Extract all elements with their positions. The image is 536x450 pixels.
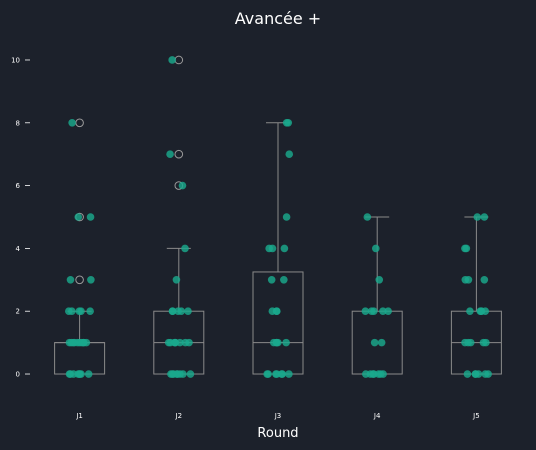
- data-point: [384, 307, 392, 316]
- outlier-marker: [174, 149, 184, 159]
- data-point: [370, 338, 379, 347]
- data-point: [171, 338, 180, 347]
- data-point: [272, 338, 281, 347]
- data-point: [74, 213, 83, 221]
- data-point: [172, 276, 181, 284]
- data-point: [168, 307, 177, 316]
- x-tick-label: J3: [274, 412, 282, 420]
- data-point: [66, 276, 75, 284]
- y-tick-label: 10: [11, 56, 20, 64]
- data-point: [168, 56, 176, 64]
- data-point: [480, 276, 489, 284]
- data-point: [168, 370, 177, 378]
- data-point: [75, 307, 84, 316]
- data-point: [268, 244, 277, 253]
- data-point: [184, 307, 192, 316]
- x-axis-label: Round: [257, 426, 298, 441]
- data-point: [87, 276, 95, 284]
- data-point: [375, 276, 384, 284]
- data-point: [272, 370, 280, 378]
- data-point: [68, 118, 76, 127]
- data-point: [280, 276, 288, 284]
- data-point: [370, 307, 378, 316]
- data-point: [282, 338, 290, 347]
- data-point: [277, 370, 286, 378]
- data-point: [461, 276, 470, 284]
- data-point: [482, 338, 490, 347]
- data-point: [366, 370, 375, 378]
- data-point: [363, 213, 372, 221]
- chart-title: Avancée +: [235, 9, 321, 28]
- boxes-layer: [54, 55, 502, 375]
- outlier-marker: [75, 275, 84, 285]
- data-point: [471, 370, 480, 378]
- outlier-marker: [174, 55, 184, 65]
- data-point: [166, 150, 174, 158]
- y-tick-label: 2: [16, 308, 20, 316]
- data-point: [186, 370, 195, 378]
- x-tick-label: J4: [373, 412, 381, 420]
- box-iqr: [252, 271, 304, 375]
- data-point: [461, 244, 469, 253]
- data-point: [177, 307, 186, 316]
- y-tick-label: 0: [16, 371, 20, 379]
- box-iqr: [54, 342, 106, 375]
- data-point: [263, 370, 271, 378]
- y-tick-label: 4: [16, 245, 21, 253]
- outlier-marker: [75, 118, 84, 128]
- data-point: [464, 338, 472, 347]
- data-point: [65, 307, 73, 316]
- x-tick-label: J1: [75, 412, 83, 420]
- data-point: [86, 213, 95, 221]
- data-point: [361, 307, 370, 316]
- data-point: [268, 307, 277, 316]
- y-tick-label: 6: [16, 182, 21, 190]
- data-point: [282, 213, 291, 221]
- data-point: [371, 244, 380, 253]
- y-axis: 0 2 4 6 8 10: [11, 56, 30, 379]
- data-point: [379, 307, 387, 316]
- data-point: [86, 307, 94, 316]
- data-point: [65, 370, 74, 378]
- x-axis: J1 J2 J3 J4 J5: [75, 412, 479, 420]
- data-point: [481, 307, 490, 316]
- points-layer: [65, 56, 492, 378]
- data-point: [377, 338, 386, 347]
- data-point: [178, 181, 187, 190]
- data-point: [282, 118, 291, 127]
- data-point: [185, 338, 193, 347]
- data-point: [463, 370, 472, 378]
- data-point: [79, 338, 88, 347]
- data-point: [181, 244, 189, 253]
- data-point: [466, 307, 474, 316]
- data-point: [84, 370, 93, 378]
- data-point: [75, 370, 84, 378]
- data-point: [67, 338, 76, 347]
- x-tick-label: J5: [472, 412, 480, 420]
- x-tick-label: J2: [175, 412, 183, 420]
- data-point: [280, 244, 289, 253]
- data-point: [267, 276, 276, 284]
- data-point: [480, 213, 489, 221]
- data-point: [179, 370, 187, 378]
- y-tick-label: 8: [16, 119, 20, 127]
- data-point: [164, 338, 173, 347]
- data-point: [473, 213, 482, 221]
- data-point: [285, 370, 293, 378]
- data-point: [285, 150, 294, 158]
- data-point: [481, 370, 490, 378]
